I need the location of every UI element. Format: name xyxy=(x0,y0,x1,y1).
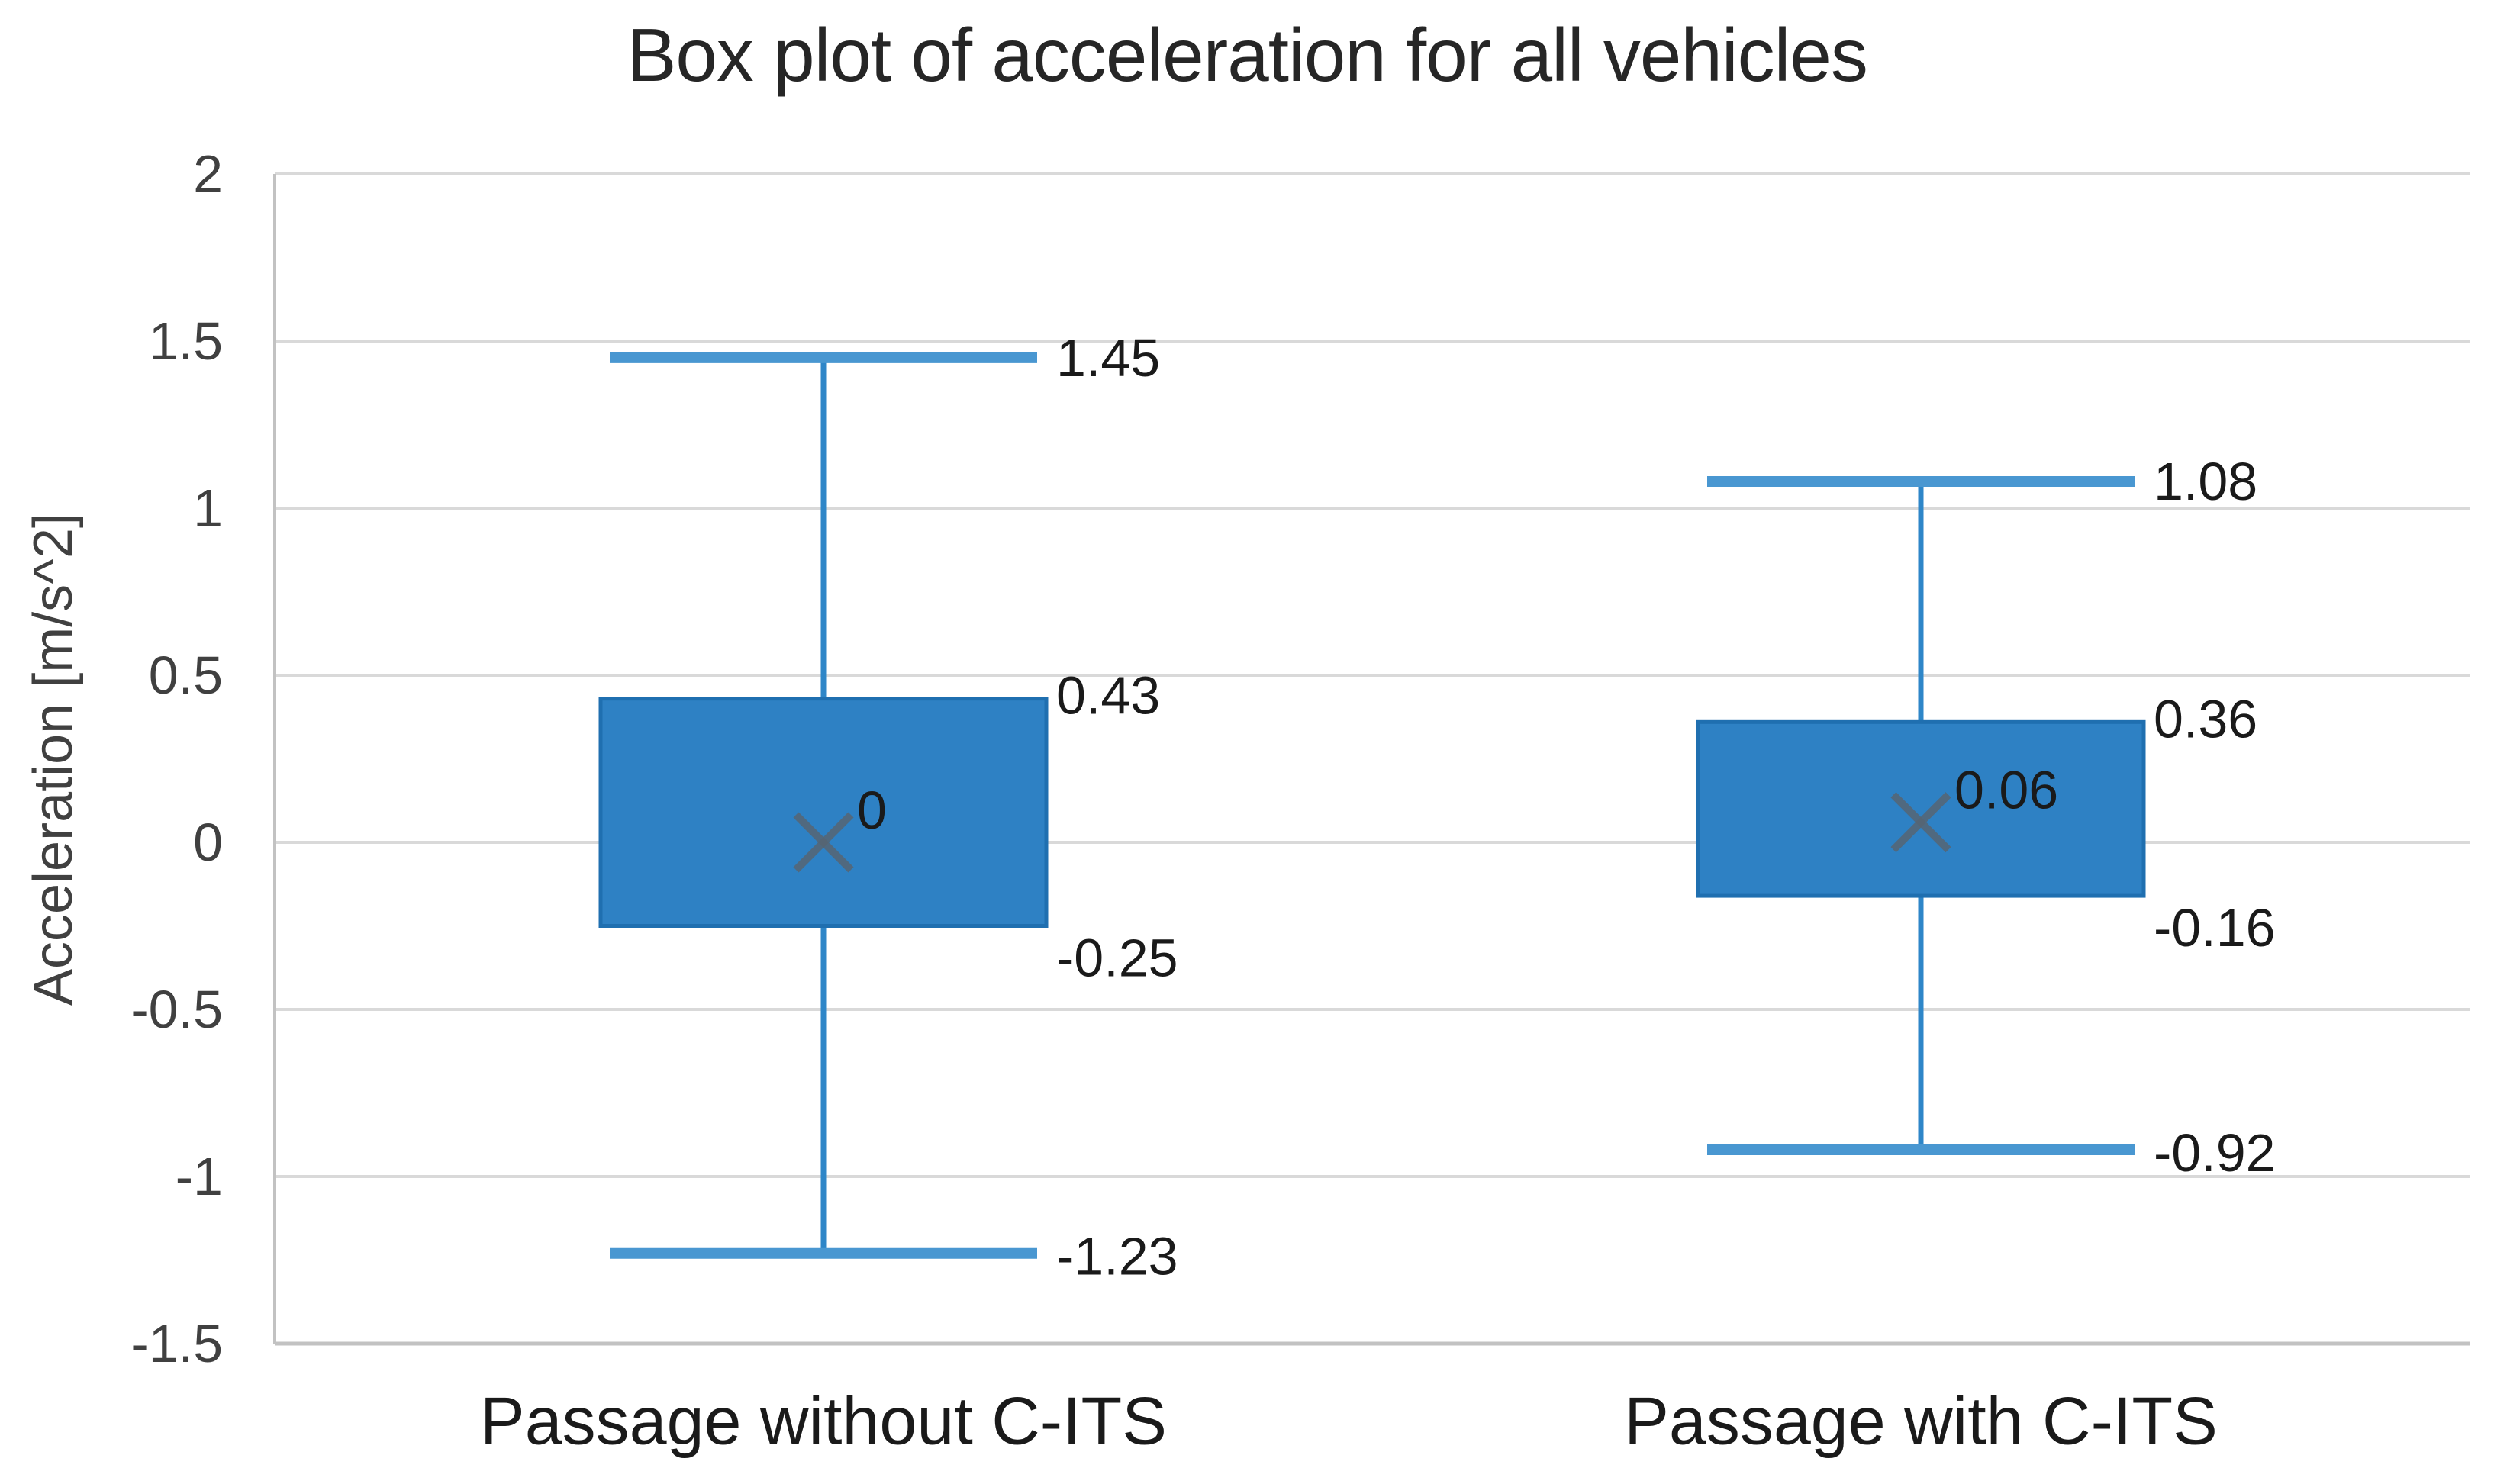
q3-label: 0.36 xyxy=(2154,689,2257,748)
y-tick-label: -1.5 xyxy=(130,1314,223,1373)
y-tick-label: 1 xyxy=(193,478,223,538)
whisker-high-label: 1.45 xyxy=(1056,328,1160,388)
q1-label: -0.16 xyxy=(2154,898,2276,958)
y-tick-label: -1 xyxy=(176,1147,223,1206)
whisker-high-label: 1.08 xyxy=(2154,452,2257,511)
whisker-low-label: -1.23 xyxy=(1056,1227,1178,1286)
category-label: Passage with C-ITS xyxy=(1624,1383,2218,1459)
whisker-low-label: -0.92 xyxy=(2154,1123,2276,1183)
mean-x-marker xyxy=(1890,792,1951,853)
q1-label: -0.25 xyxy=(1056,929,1178,988)
y-tick-label: 1.5 xyxy=(149,311,223,371)
q3-label: 0.43 xyxy=(1056,666,1160,726)
y-tick-label: 0.5 xyxy=(149,645,223,705)
mean-label: 0.06 xyxy=(1954,761,2058,820)
box xyxy=(1696,719,2146,898)
chart-title: Box plot of acceleration for all vehicle… xyxy=(627,13,1868,97)
mean-x-marker xyxy=(793,812,854,873)
y-tick-label: -0.5 xyxy=(130,980,223,1039)
box xyxy=(598,697,1049,928)
category-label: Passage without C-ITS xyxy=(480,1383,1167,1459)
y-tick-label: 2 xyxy=(193,144,223,204)
mean-label: 0 xyxy=(857,781,887,840)
y-tick-label: 0 xyxy=(193,813,223,872)
